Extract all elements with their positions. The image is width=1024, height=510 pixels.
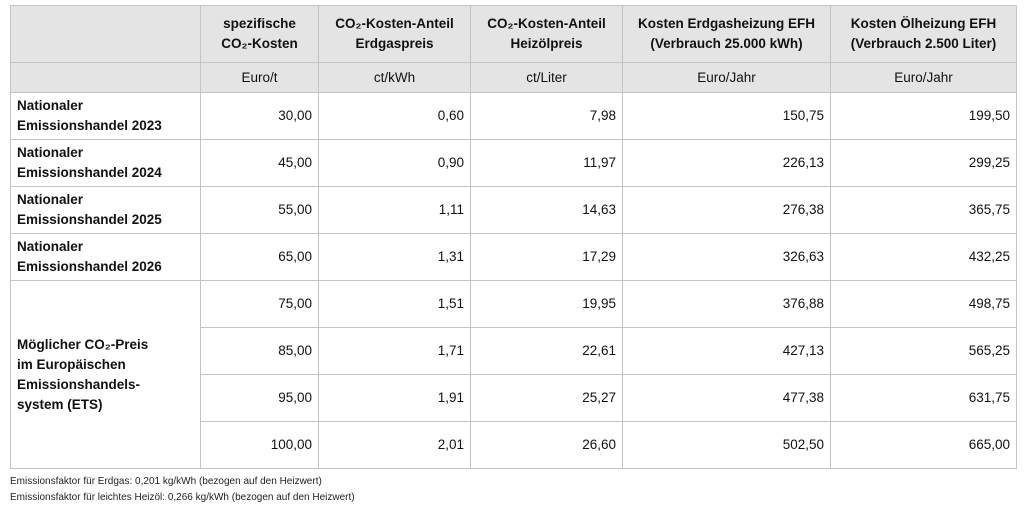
data-row: Möglicher CO₂-Preis im Europäischen Emissi… [10, 280, 1017, 469]
text-line: Emissionshandel 2023 [17, 118, 162, 133]
header-row: spezifische CO₂-Kosten CO₂-Kosten-Anteil Er… [10, 5, 1017, 63]
data-table: spezifische CO₂-Kosten CO₂-Kosten-Anteil Er… [10, 5, 1017, 469]
unit-cell: ct/Liter [470, 62, 623, 93]
value-cell: 477,38 [622, 374, 831, 422]
value-cell: 85,00 [200, 327, 319, 375]
text-line: CO₂-Kosten [221, 36, 298, 51]
value-cell: 22,61 [470, 327, 623, 375]
value-cell: 631,75 [830, 374, 1017, 422]
data-row: Nationaler Emissionshandel 2024 45,00 0,90 1… [10, 139, 1017, 187]
column-header: spezifische CO₂-Kosten [200, 5, 319, 63]
row-label: Nationaler Emissionshandel 2023 [10, 92, 201, 140]
value-cell: 1,31 [318, 233, 471, 281]
row-label: Nationaler Emissionshandel 2026 [10, 233, 201, 281]
unit-cell: ct/kWh [318, 62, 471, 93]
column-header: Kosten Ölheizung EFH (Verbrauch 2.500 Lit… [830, 5, 1017, 63]
units-row: Euro/t ct/kWh ct/Liter Euro/Jahr Euro/Jahr [10, 62, 1017, 93]
value-cell: 326,63 [622, 233, 831, 281]
table-body: Nationaler Emissionshandel 2023 30,00 0,60 7… [10, 92, 1017, 469]
text-line: Kosten Erdgasheizung EFH [637, 16, 816, 31]
value-cell: 1,91 [318, 374, 471, 422]
column-header: CO₂-Kosten-Anteil Heizölpreis [470, 5, 623, 63]
data-row: 85,00 1,71 22,61 427,13 565,25 [11, 327, 1017, 375]
value-cell: 1,51 [318, 280, 471, 328]
text-line: (Verbrauch 25.000 kWh) [650, 36, 803, 51]
value-cell: 498,75 [830, 280, 1017, 328]
text-line: Nationaler [17, 239, 84, 254]
data-row: 100,00 2,01 26,60 502,50 665,00 [11, 421, 1017, 469]
value-cell: 432,25 [830, 233, 1017, 281]
row-label: Nationaler Emissionshandel 2025 [10, 186, 201, 234]
data-row: Nationaler Emissionshandel 2023 30,00 0,60 7… [10, 92, 1017, 140]
text-line: CO₂-Kosten-Anteil [487, 16, 606, 31]
text-line: Emissionshandel 2024 [17, 165, 162, 180]
value-cell: 30,00 [200, 92, 319, 140]
value-cell: 26,60 [470, 421, 623, 469]
value-cell: 150,75 [622, 92, 831, 140]
value-cell: 299,25 [830, 139, 1017, 187]
text-line: Heizölpreis [510, 36, 583, 51]
value-cell: 45,00 [200, 139, 319, 187]
value-cell: 199,50 [830, 92, 1017, 140]
corner-cell [10, 62, 201, 93]
value-cell: 365,75 [830, 186, 1017, 234]
footnote: Emissionsfaktor für Erdgas: 0,201 kg/kWh… [10, 476, 322, 487]
value-cell: 11,97 [470, 139, 623, 187]
footnotes: Emissionsfaktor für Erdgas: 0,201 kg/kWh… [10, 474, 355, 506]
value-cell: 17,29 [470, 233, 623, 281]
unit-cell: Euro/Jahr [830, 62, 1017, 93]
row-label: Möglicher CO₂-Preis im Europäischen Emissi… [10, 280, 201, 469]
text-line: Emissionshandel 2025 [17, 212, 162, 227]
text-line: spezifische [223, 16, 296, 31]
value-cell: 14,63 [470, 186, 623, 234]
text-line: Erdgaspreis [355, 36, 434, 51]
value-cell: 427,13 [622, 327, 831, 375]
text-line: Nationaler [17, 192, 84, 207]
text-line: Möglicher CO₂-Preis [17, 336, 149, 352]
data-row: 95,00 1,91 25,27 477,38 631,75 [11, 374, 1017, 422]
text-line: Emissionshandels- [17, 376, 141, 392]
corner-cell [10, 5, 201, 63]
value-cell: 2,01 [318, 421, 471, 469]
value-cell: 19,95 [470, 280, 623, 328]
value-cell: 55,00 [200, 186, 319, 234]
value-cell: 0,90 [318, 139, 471, 187]
value-cell: 25,27 [470, 374, 623, 422]
column-header: Kosten Erdgasheizung EFH (Verbrauch 25.00… [622, 5, 831, 63]
unit-cell: Euro/Jahr [622, 62, 831, 93]
data-row: Nationaler Emissionshandel 2025 55,00 1,11 1… [10, 186, 1017, 234]
data-row: Nationaler Emissionshandel 2026 65,00 1,31 1… [10, 233, 1017, 281]
value-cell: 100,00 [200, 421, 319, 469]
footnote: Emissionsfaktor für leichtes Heizöl: 0,2… [10, 492, 355, 503]
value-cell: 276,38 [622, 186, 831, 234]
value-cell: 376,88 [622, 280, 831, 328]
value-cell: 65,00 [200, 233, 319, 281]
value-cell: 95,00 [200, 374, 319, 422]
value-cell: 75,00 [200, 280, 319, 328]
value-cell: 7,98 [470, 92, 623, 140]
value-cell: 1,71 [318, 327, 471, 375]
text-line: Emissionshandel 2026 [17, 259, 162, 274]
text-line: (Verbrauch 2.500 Liter) [850, 36, 997, 51]
text-line: im Europäischen [17, 356, 126, 372]
value-cell: 0,60 [318, 92, 471, 140]
row-label: Nationaler Emissionshandel 2024 [10, 139, 201, 187]
unit-cell: Euro/t [200, 62, 319, 93]
text-line: Kosten Ölheizung EFH [850, 16, 997, 31]
text-line: system (ETS) [17, 396, 103, 412]
value-cell: 565,25 [830, 327, 1017, 375]
text-line: CO₂-Kosten-Anteil [335, 16, 454, 31]
value-cell: 1,11 [318, 186, 471, 234]
text-line: Nationaler [17, 98, 84, 113]
value-cell: 502,50 [622, 421, 831, 469]
text-line: Nationaler [17, 145, 84, 160]
value-cell: 226,13 [622, 139, 831, 187]
column-header: CO₂-Kosten-Anteil Erdgaspreis [318, 5, 471, 63]
value-cell: 665,00 [830, 421, 1017, 469]
